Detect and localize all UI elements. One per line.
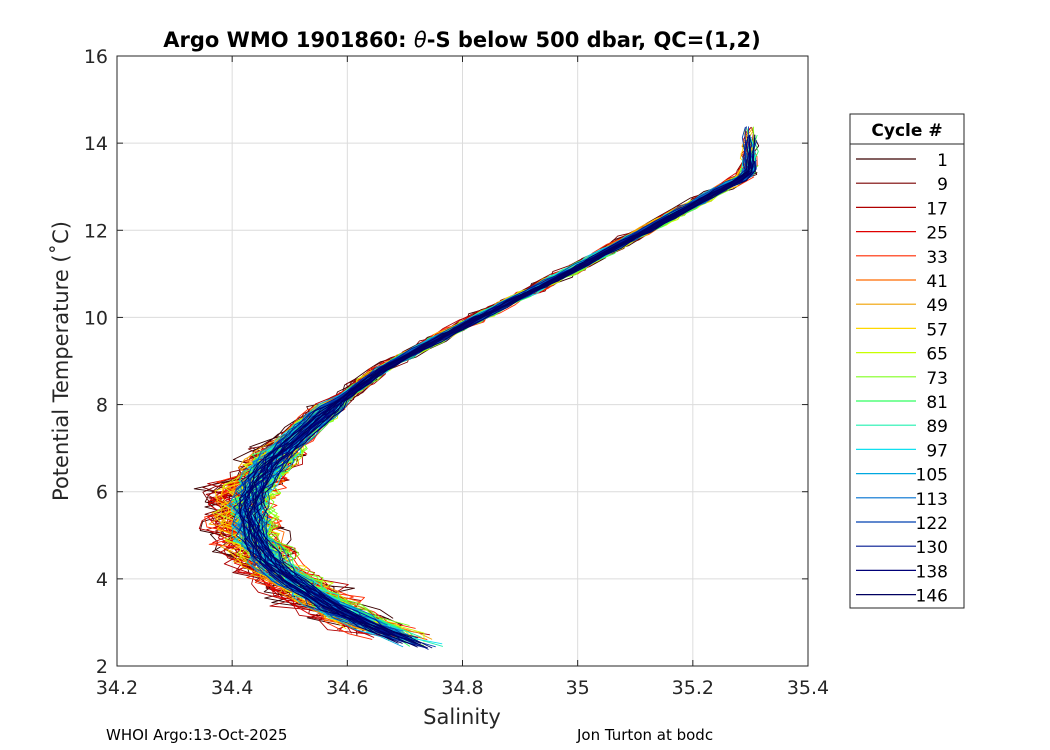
legend-label: 89 [926, 417, 948, 437]
x-tick-labels: 34.2 34.4 34.6 34.8 35 35.2 35.4 [96, 677, 829, 699]
axis-ticks [116, 55, 809, 667]
y-tick-label: 10 [84, 307, 108, 329]
legend-label: 81 [926, 393, 948, 413]
profile-line-cycle-146 [238, 172, 746, 644]
legend-label: 9 [937, 175, 948, 195]
legend-label: 33 [926, 248, 948, 268]
y-tick-label: 4 [96, 569, 108, 591]
legend-label: 57 [926, 320, 948, 340]
x-tick-label: 35 [566, 677, 590, 699]
x-tick-label: 34.8 [441, 677, 483, 699]
legend-label: 130 [916, 538, 948, 558]
legend-title: Cycle # [871, 121, 942, 141]
y-axis-label: Potential Temperature (˚C) [49, 221, 73, 501]
footer-credit-left: WHOI Argo:13-Oct-2025 [106, 726, 288, 744]
legend-label: 105 [916, 466, 948, 486]
y-tick-label: 16 [84, 46, 108, 68]
x-tick-label: 35.2 [672, 677, 714, 699]
legend-label: 41 [926, 272, 948, 292]
legend-label: 97 [926, 441, 948, 461]
data-series-lines [193, 126, 760, 650]
profile-line-cycle-146 [253, 188, 724, 638]
y-tick-labels: 2 4 6 8 10 12 14 16 [84, 46, 108, 678]
legend-box [849, 113, 965, 609]
legend-label: 1 [937, 151, 948, 171]
legend-label: 113 [916, 490, 948, 510]
chart-title: Argo WMO 1901860: θ-S below 500 dbar, QC… [163, 28, 760, 52]
legend-label: 146 [916, 587, 948, 607]
x-tick-label: 34.2 [96, 677, 138, 699]
legend-label: 17 [926, 199, 948, 219]
profile-line-cycle-130 [232, 126, 747, 641]
x-tick-label: 34.4 [211, 677, 253, 699]
y-tick-label: 12 [84, 220, 108, 242]
legend: Cycle # 1 9 17 25 33 41 49 57 65 73 81 89 97 105 113 12… [849, 113, 965, 609]
y-tick-label: 6 [96, 482, 108, 504]
legend-label: 122 [916, 514, 948, 534]
y-tick-label: 14 [84, 133, 108, 155]
legend-label: 25 [926, 224, 948, 244]
x-tick-label: 35.4 [787, 677, 829, 699]
legend-label: 49 [926, 296, 948, 316]
legend-label: 138 [916, 562, 948, 582]
grid-lines [117, 56, 808, 666]
legend-items: 1 9 17 25 33 41 49 57 65 73 81 89 97 105 113 122 130 138 1… [856, 151, 948, 607]
x-axis-label: Salinity [423, 705, 501, 729]
y-tick-label: 8 [96, 395, 108, 417]
legend-label: 65 [926, 345, 948, 365]
x-tick-label: 34.6 [326, 677, 368, 699]
footer-credit-right: Jon Turton at bodc [577, 726, 714, 744]
legend-label: 73 [926, 369, 948, 389]
y-tick-label: 2 [96, 656, 108, 678]
